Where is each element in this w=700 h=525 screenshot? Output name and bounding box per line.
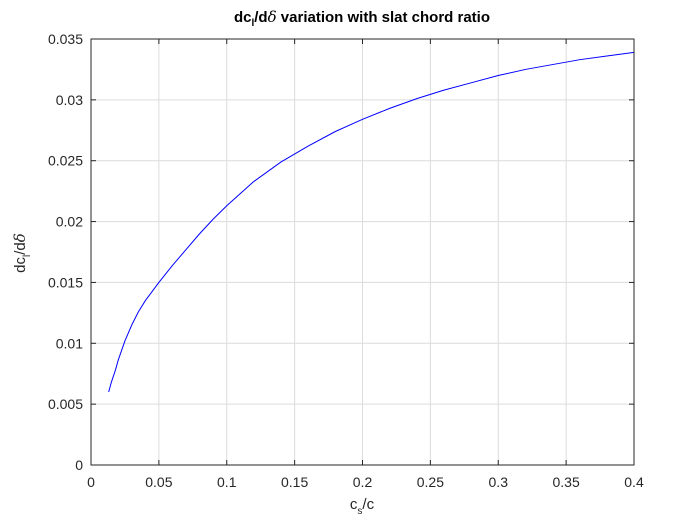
y-tick-label: 0.02 bbox=[56, 214, 83, 230]
y-tick-label: 0.035 bbox=[48, 31, 83, 47]
y-axis-label: dcl/dδ bbox=[11, 233, 33, 273]
x-tick-label: 0.2 bbox=[353, 474, 373, 490]
series-line bbox=[108, 51, 635, 393]
x-tick-label: 0.25 bbox=[417, 474, 444, 490]
x-tick-labels: 0 0.05 0.1 0.15 0.2 0.25 0.3 0.35 0.4 bbox=[87, 474, 644, 490]
x-tick-label: 0.35 bbox=[553, 474, 580, 490]
y-tick-label: 0.01 bbox=[56, 335, 83, 351]
y-tick-label: 0 bbox=[75, 457, 83, 473]
y-tick-label: 0.015 bbox=[48, 274, 83, 290]
x-tick-label: 0.1 bbox=[217, 474, 237, 490]
x-tick-label: 0.4 bbox=[624, 474, 644, 490]
y-tick-label: 0.03 bbox=[56, 92, 83, 108]
y-tick-label: 0.025 bbox=[48, 153, 83, 169]
x-tick-label: 0.15 bbox=[281, 474, 308, 490]
x-tick-label: 0.05 bbox=[145, 474, 172, 490]
tick-marks bbox=[90, 38, 635, 466]
series-layer bbox=[108, 51, 635, 393]
y-tick-label: 0.005 bbox=[48, 396, 83, 412]
x-tick-label: 0 bbox=[87, 474, 95, 490]
chart-title: dcl/dδ variation with slat chord ratio bbox=[234, 8, 490, 29]
x-axis-label: cs/c bbox=[350, 496, 375, 517]
y-tick-labels: 0 0.005 0.01 0.015 0.02 0.025 0.03 0.035 bbox=[48, 31, 83, 473]
x-tick-label: 0.3 bbox=[489, 474, 509, 490]
